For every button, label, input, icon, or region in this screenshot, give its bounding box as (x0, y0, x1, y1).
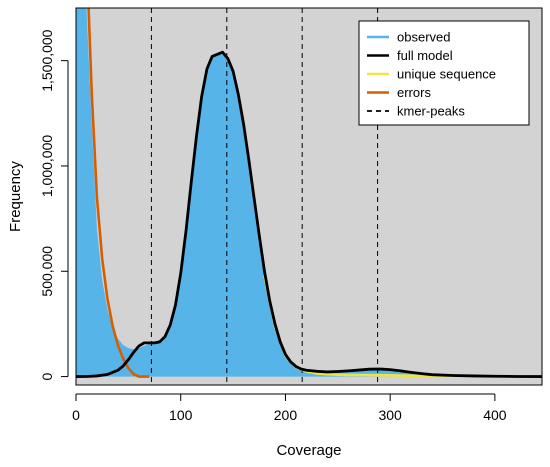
model-lines (76, 8, 542, 378)
observed-series (76, 8, 542, 377)
x-axis-title: Coverage (276, 442, 341, 459)
y-tick-label-500000: 500,000 (39, 246, 55, 297)
y-tick-label-0: 0 (39, 372, 55, 380)
legend-box (358, 20, 530, 126)
y-tick-label-1000000: 1,000,000 (39, 135, 55, 197)
x-tick-label-0: 0 (72, 407, 80, 423)
x-axis: 0 100 200 300 400 (72, 393, 507, 423)
plot-frame (75, 7, 543, 386)
legend-label-errors: errors (397, 85, 431, 100)
x-tick-label-200: 200 (274, 407, 298, 423)
legend-label-full-model: full model (397, 48, 453, 63)
legend-label-unique-sequence: unique sequence (397, 67, 496, 82)
y-axis: 0 500,000 1,000,000 1,500,000 (39, 29, 69, 380)
y-tick-label-1500000: 1,500,000 (39, 29, 55, 91)
full-model-line (76, 50, 542, 378)
legend-label-observed: observed (397, 30, 450, 45)
x-tick-label-300: 300 (378, 407, 402, 423)
observed-area (76, 8, 542, 377)
legend: observed full model unique sequence errors k… (358, 20, 530, 126)
legend-label-kmer-peaks: kmer-peaks (397, 104, 465, 119)
y-axis-title: Frequency (7, 161, 24, 232)
x-tick-label-100: 100 (169, 407, 193, 423)
x-tick-label-400: 400 (483, 407, 507, 423)
errors-line (87, 8, 150, 378)
